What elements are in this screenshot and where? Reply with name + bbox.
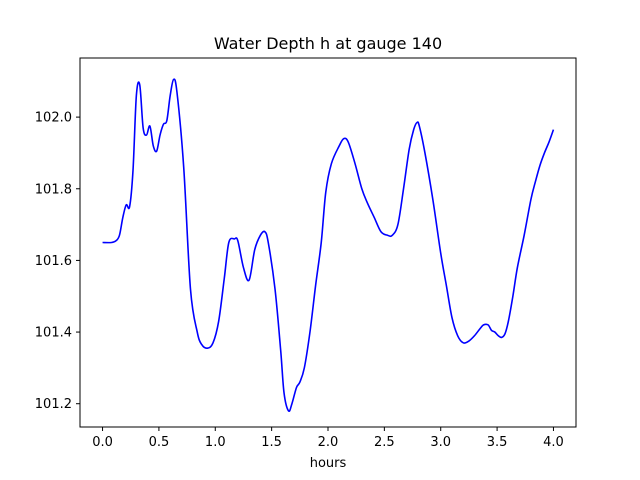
x-tick-label: 2.5 [374,435,395,450]
x-tick-label: 3.0 [430,435,451,450]
x-tick-label: 0.0 [92,435,113,450]
x-tick-label: 4.0 [543,435,564,450]
y-tick-label: 101.2 [35,397,72,412]
x-tick-label: 1.5 [261,435,282,450]
y-tick-label: 101.6 [35,254,72,269]
y-axis-ticks: 101.2 101.4 101.6 101.8 102.0 [35,111,80,412]
y-tick-label: 101.4 [35,326,72,341]
y-tick-label: 102.0 [35,111,72,126]
plot-frame [79,57,577,428]
series-line [102,78,555,413]
x-tick-label: 2.0 [318,435,339,450]
x-axis-ticks: 0.0 0.5 1.0 1.5 2.0 2.5 3.0 3.5 4.0 [92,427,564,450]
x-tick-label: 3.5 [487,435,508,450]
y-tick-label: 101.8 [35,182,72,197]
chart-title: Water Depth h at gauge 140 [214,34,442,53]
x-tick-label: 1.0 [205,435,226,450]
x-tick-label: 0.5 [149,435,170,450]
x-axis-label: hours [310,456,347,471]
